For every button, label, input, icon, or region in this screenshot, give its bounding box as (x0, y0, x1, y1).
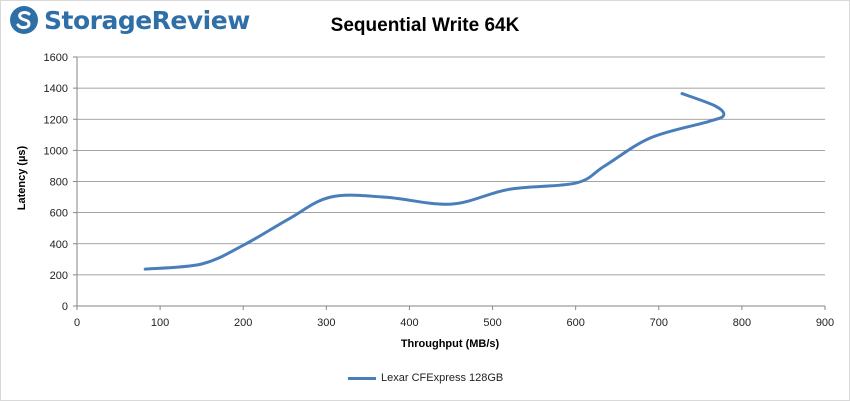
y-tick-label: 1600 (44, 52, 68, 64)
x-tick-label: 900 (816, 317, 834, 329)
storagereview-logo: StorageReview (8, 4, 250, 36)
series-lines (143, 92, 726, 271)
x-tick-label: 700 (650, 317, 668, 329)
x-tick-label: 200 (234, 317, 252, 329)
storagereview-logo-icon (10, 6, 38, 34)
axes (73, 56, 826, 310)
legend-swatch (348, 376, 376, 380)
logo-text: StorageReview (44, 5, 250, 35)
x-tick-label: 100 (151, 317, 169, 329)
y-axis-label: Latency (µs) (16, 145, 28, 211)
chart-title: Sequential Write 64K (330, 15, 520, 36)
tick-labels: 0 200 400 600 800 1000 1200 1400 1600 0 100 200 300 4… (44, 52, 835, 329)
x-tick-label: 0 (74, 317, 80, 329)
gridlines (77, 56, 825, 276)
y-tick-label: 1200 (44, 114, 68, 126)
x-tick-label: 300 (317, 317, 335, 329)
y-tick-label: 200 (50, 270, 68, 282)
legend-label: Lexar CFExpress 128GB (381, 372, 504, 384)
y-tick-label: 800 (50, 177, 68, 189)
y-tick-label: 400 (50, 239, 68, 251)
y-tick-label: 1000 (44, 145, 68, 157)
y-tick-label: 0 (62, 301, 68, 313)
x-tick-label: 600 (566, 317, 584, 329)
y-tick-label: 1400 (44, 83, 68, 95)
series-line (143, 92, 726, 271)
x-tick-label: 400 (400, 317, 418, 329)
y-tick-label: 600 (50, 208, 68, 220)
x-tick-label: 500 (483, 317, 501, 329)
legend: Lexar CFExpress 128GB (348, 372, 503, 384)
x-axis-label: Throughput (MB/s) (400, 338, 500, 350)
x-tick-label: 800 (733, 317, 751, 329)
